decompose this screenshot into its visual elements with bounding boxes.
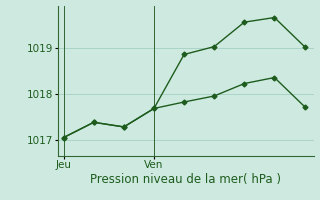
X-axis label: Pression niveau de la mer( hPa ): Pression niveau de la mer( hPa ) <box>90 173 281 186</box>
